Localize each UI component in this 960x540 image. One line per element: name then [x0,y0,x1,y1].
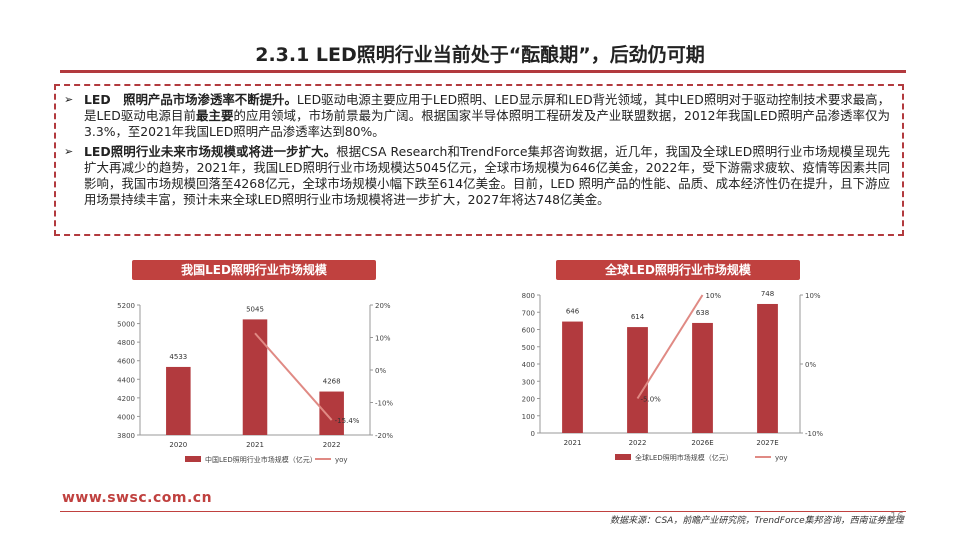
yoy-line [636,294,704,400]
arrow-bullet-icon: ➢ [64,93,74,106]
bullet-emphasis: 最主要 [195,108,234,123]
y-tick-label-left: 4200 [117,395,135,403]
yoy-line [254,332,333,421]
page-number: 16 [890,510,904,523]
legend-line-label: yoy [335,456,348,464]
bullet-body: LED驱动电源主要应用于LED照明、LED显示屏和LED背光领域，其中LED照明… [84,92,890,123]
title-divider [60,70,906,73]
bullet-body: 根据CSA Research和TrendForce集邦咨询数据，近几年，我国及全… [84,144,890,207]
legend-bar-label: 中国LED照明行业市场规模（亿元） [205,455,317,464]
x-tick-label: 2021 [564,439,582,447]
chart-domestic-led-market: 3800 4000 4200 4400 4600 4800 5000 5200 -20% -10%… [117,302,393,464]
y-tick-label-left: 400 [522,361,535,369]
y-tick-label-right: 0% [375,367,386,375]
x-tick-label: 2022 [323,441,341,449]
chart2-title: 全球LED照明行业市场规模 [556,260,800,280]
bar-value-label: 5045 [246,305,264,313]
bullet-item: ➢ LED照明行业未来市场规模或将进一步扩大。根据CSA Research和Tr… [64,144,890,208]
y-tick-label-left: 200 [522,396,535,404]
y-tick-label-right: 10% [375,335,391,343]
y-tick-label-right: 10% [805,292,821,300]
yoy-value-label: 10% [706,292,722,300]
y-tick-label-left: 700 [522,309,535,317]
bar [166,366,191,435]
bar [757,303,778,433]
chart1-title: 我国LED照明行业市场规模 [132,260,376,280]
legend-bar-swatch [615,454,631,460]
bullet-heading: LED照明行业未来市场规模或将进一步扩大。 [84,144,337,159]
bar-value-label: 4533 [169,353,187,361]
y-tick-label-left: 5000 [117,321,135,329]
y-tick-label-left: 5200 [117,302,135,310]
x-tick-label: 2022 [629,439,647,447]
y-tick-label-right: 0% [805,361,816,369]
bar-value-label: 614 [631,313,645,321]
bullet-text: LED 照明产品市场渗透率不断提升。LED驱动电源主要应用于LED照明、LED显… [84,92,890,140]
y-tick-label-left: 3800 [117,432,135,440]
bar [627,327,648,433]
bar-value-label: 646 [566,308,580,316]
summary-box: ➢ LED 照明产品市场渗透率不断提升。LED驱动电源主要应用于LED照明、LE… [54,84,904,236]
bar [562,321,583,433]
y-tick-label-right: -10% [375,400,393,408]
y-tick-label-right: 20% [375,302,391,310]
bullet-body-cont: 的应用领域，市场前景最为广阔。根据国家半导体照明工程研发及产业联盟数据，2012… [84,108,891,139]
y-tick-label-right: -10% [805,430,823,438]
y-tick-label-left: 100 [522,413,535,421]
chart-global-led-market: 0 100 200 300 400 500 600 700 800 -10% 0% 10% 646 202… [522,290,824,462]
x-tick-label: 2021 [246,441,264,449]
bar [242,319,268,435]
website-link[interactable]: www.swsc.com.cn [62,490,213,506]
y-tick-label-left: 4000 [117,413,135,421]
yoy-value-label: -5.0% [641,396,662,404]
source-note: 数据来源：CSA，前瞻产业研究院，TrendForce集邦咨询，西南证券整理 [610,516,904,526]
bar [692,322,713,433]
y-tick-label-left: 300 [522,378,535,386]
y-tick-label-right: -20% [375,432,393,440]
bar-value-label: 638 [696,309,709,317]
legend-bar-swatch [185,456,201,462]
y-tick-label-left: 4400 [117,376,135,384]
bullet-item: ➢ LED 照明产品市场渗透率不断提升。LED驱动电源主要应用于LED照明、LE… [64,92,890,140]
x-tick-label: 2027E [756,439,778,447]
legend-line-label: yoy [775,454,788,462]
y-tick-label-left: 500 [522,344,535,352]
page-title: 2.3.1 LED照明行业当前处于“酝酿期”，后劲仍可期 [255,44,705,66]
legend-bar-label: 全球LED照明市场规模（亿元） [635,453,733,462]
bullet-heading: LED 照明产品市场渗透率不断提升。 [84,92,297,107]
y-tick-label-left: 800 [522,292,535,300]
x-tick-label: 2020 [169,441,187,449]
bullet-text: LED照明行业未来市场规模或将进一步扩大。根据CSA Research和Tren… [84,144,890,208]
bar-value-label: 4268 [323,378,341,386]
footer-divider [60,511,906,512]
bar [319,391,344,435]
yoy-value-label: -15.4% [335,417,360,425]
bar-value-label: 748 [761,290,774,298]
y-tick-label-left: 4800 [117,339,135,347]
y-tick-label-left: 4600 [117,358,135,366]
x-tick-label: 2026E [691,439,713,447]
arrow-bullet-icon: ➢ [64,145,74,158]
y-tick-label-left: 0 [531,430,535,438]
y-tick-label-left: 600 [522,327,535,335]
